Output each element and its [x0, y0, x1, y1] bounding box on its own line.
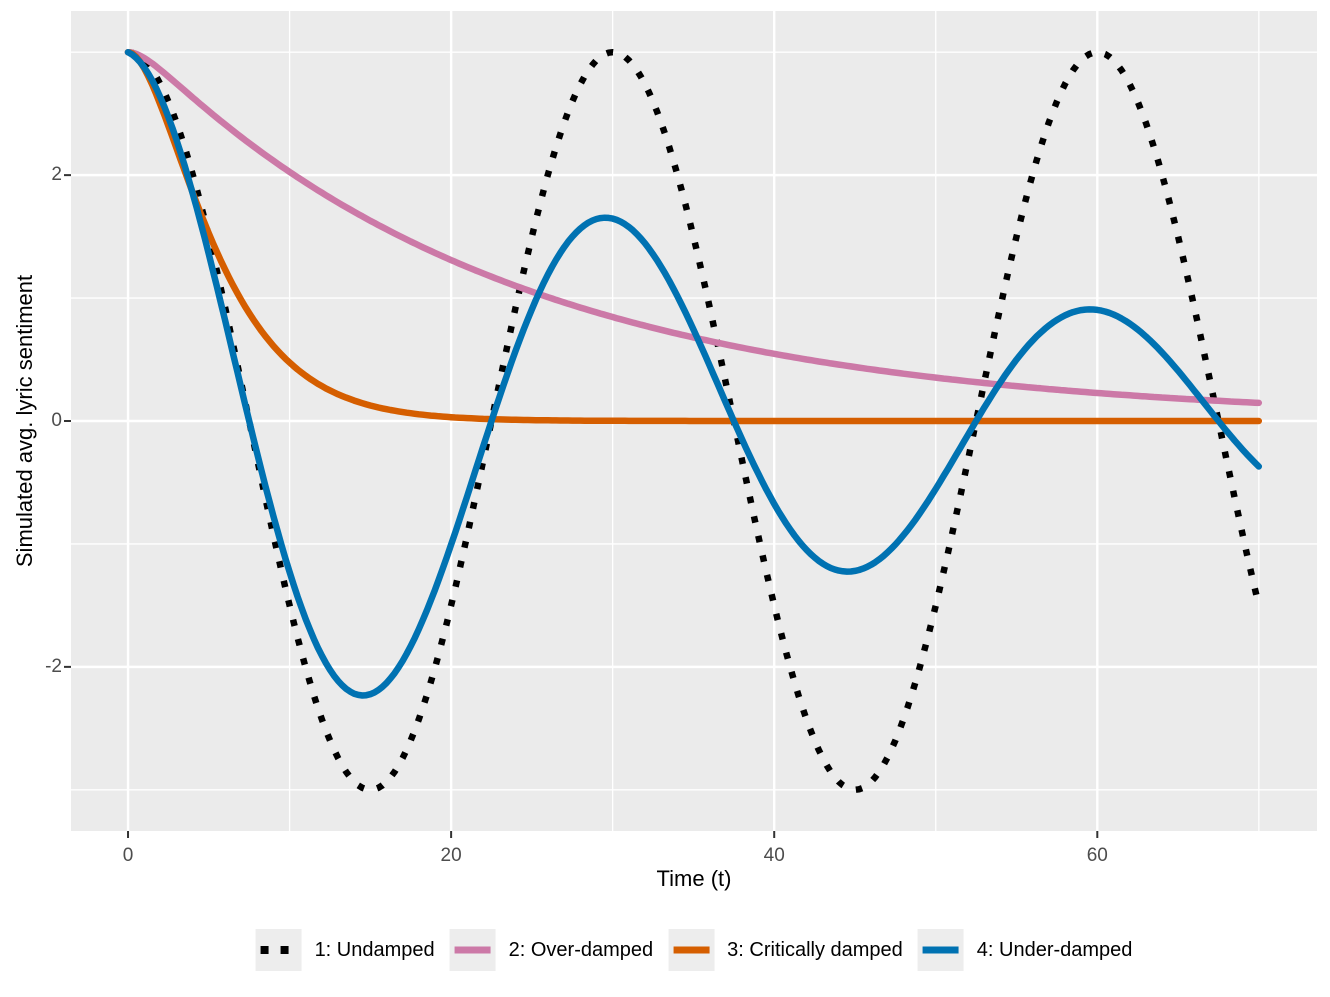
dotted-line-swatch-icon — [260, 946, 297, 954]
legend-item-undamped: 1: Undamped — [255, 929, 435, 971]
x-tick-label-40: 40 — [763, 845, 785, 866]
legend-key-critically-damped — [668, 929, 715, 971]
legend-label-underdamped: 4: Under-damped — [976, 938, 1133, 961]
y-tick-label-neg2: -2 — [45, 655, 62, 677]
legend-key-overdamped — [449, 929, 496, 971]
series-line--critically-damped — [124, 48, 1263, 425]
x-tick-label-60: 60 — [1086, 845, 1108, 866]
y-tick-label-2: 2 — [51, 164, 62, 186]
x-axis-title: Time (t) — [656, 866, 732, 891]
legend-label-overdamped: 2: Over-damped — [508, 938, 654, 961]
x-tick-label-0: 0 — [122, 845, 134, 866]
legend-key-underdamped — [917, 929, 964, 971]
series-line--under-damped — [124, 48, 1263, 699]
orange-line-swatch-icon — [673, 946, 710, 954]
legend-item-overdamped: 2: Over-damped — [449, 929, 654, 971]
y-tick-label-0: 0 — [51, 410, 62, 431]
legend-item-underdamped: 4: Under-damped — [917, 929, 1133, 971]
legend-label-critically-damped: 3: Critically damped — [727, 938, 903, 961]
legend-item-critically-damped: 3: Critically damped — [668, 929, 903, 971]
series-line--over-damped — [124, 48, 1263, 407]
pink-line-swatch-icon — [454, 946, 491, 954]
legend-label-undamped: 1: Undamped — [314, 938, 435, 961]
legend: 1: Undamped 2: Over-damped 3: Critically… — [255, 929, 1133, 971]
blue-line-swatch-icon — [922, 946, 959, 954]
y-axis-title: Simulated avg. lyric sentiment — [12, 274, 37, 568]
legend-key-undamped — [255, 929, 302, 971]
x-tick-label-20: 20 — [440, 845, 462, 866]
